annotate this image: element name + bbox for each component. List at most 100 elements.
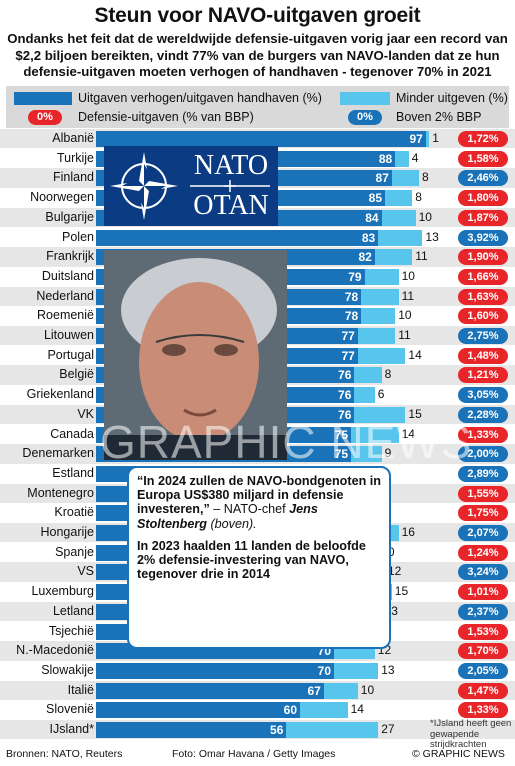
table-row: Slovenië 60 14 1,33%: [0, 700, 515, 719]
country-label: Denemarken: [22, 446, 94, 461]
bar-decrease-value: 10: [401, 268, 415, 283]
quote-fact: In 2023 haalden 11 landen de beloofde 2%…: [137, 538, 366, 582]
bar-increase: [96, 682, 324, 699]
gdp-spending-badge: 1,01%: [458, 584, 508, 601]
gdp-spending-badge: 1,55%: [458, 485, 508, 502]
country-label: Nederland: [36, 288, 94, 303]
country-label: België: [59, 367, 94, 382]
bar-decrease-value: 8: [384, 367, 392, 382]
quote-name: Jens Stoltenberg: [137, 502, 318, 531]
table-row: Slowakije 70 13 2,05%: [0, 661, 515, 680]
footer-sources: Bronnen: NATO, Reuters: [6, 748, 123, 760]
gdp-spending-badge: 3,92%: [458, 229, 508, 246]
bar-increase-value: 75: [334, 447, 348, 462]
quote-name-suffix: (boven).: [210, 516, 257, 531]
legend-above-pill: 0%: [348, 110, 382, 125]
bar-decrease: [391, 170, 419, 187]
legend-bbp-pill: 0%: [28, 110, 62, 125]
country-label: Albanië: [52, 131, 94, 145]
bar-decrease-value: 10: [360, 682, 375, 697]
footnote: *IJsland heeft geen gewapende strijdkrac…: [430, 718, 512, 750]
bar-decrease: [385, 190, 413, 207]
quote-attribution: – NATO-chef: [213, 502, 286, 517]
country-label: Polen: [62, 229, 94, 244]
gdp-spending-badge: 1,58%: [458, 150, 508, 167]
gdp-spending-badge: 3,05%: [458, 387, 508, 404]
country-label: Griekenland: [26, 387, 94, 402]
gdp-spending-badge: 2,28%: [458, 406, 508, 423]
bar-decrease: [300, 702, 348, 719]
bar-decrease-value: 11: [401, 288, 415, 303]
quote-box: “In 2024 zullen de NAVO-bondgenoten in E…: [127, 466, 391, 649]
country-label: Litouwen: [43, 328, 94, 342]
gdp-spending-badge: 2,46%: [458, 170, 508, 187]
gdp-spending-badge: 1,72%: [458, 131, 508, 147]
country-label: Noorwegen: [30, 190, 94, 205]
gdp-spending-badge: 1,53%: [458, 623, 508, 640]
legend: Uitgaven verhogen/uitgaven handhaven (%)…: [6, 86, 509, 128]
bar-decrease-value: 14: [350, 702, 364, 717]
country-label: VS: [77, 564, 94, 579]
country-label: VK: [77, 406, 94, 421]
legend-down-swatch: [340, 92, 390, 105]
bar-decrease-value: 8: [422, 170, 429, 185]
portrait-illustration: [104, 250, 287, 460]
bar-decrease: [381, 209, 416, 226]
country-label: Luxemburg: [31, 584, 94, 599]
bar-increase-value: 82: [358, 250, 372, 265]
bar-decrease-value: 8: [415, 190, 422, 205]
legend-bbp-label: Defensie-uitgaven (% van BBP): [78, 110, 254, 124]
gdp-spending-badge: 1,80%: [458, 190, 508, 207]
bar-increase-value: 88: [378, 151, 393, 166]
bar-decrease: [357, 328, 396, 344]
bar-decrease-value: 14: [408, 347, 422, 362]
country-label: Hongarije: [40, 525, 94, 539]
gdp-spending-badge: 1,60%: [458, 308, 508, 325]
gdp-spending-badge: 2,37%: [458, 603, 508, 620]
bar-increase-value: 70: [317, 663, 331, 678]
nato-logo: NATO OTAN: [104, 146, 278, 226]
bar-increase-value: 83: [361, 230, 376, 245]
gdp-spending-badge: 1,75%: [458, 505, 508, 522]
country-label: Tsjechië: [48, 623, 94, 638]
gdp-spending-badge: 1,66%: [458, 268, 508, 285]
gdp-spending-badge: 1,33%: [458, 702, 508, 719]
country-label: Roemenië: [37, 308, 94, 323]
bar-decrease: [351, 426, 399, 443]
bar-decrease: [323, 682, 358, 699]
portrait-photo: [104, 250, 287, 460]
gdp-spending-badge: 1,33%: [458, 426, 508, 443]
gdp-spending-badge: 2,75%: [458, 328, 508, 344]
bar-decrease-value: 10: [418, 209, 432, 224]
country-label: Finland: [53, 170, 94, 185]
bar-decrease-value: 11: [398, 328, 411, 342]
bar-increase-value: 87: [375, 171, 389, 186]
legend-down-label: Minder uitgeven (%): [396, 91, 508, 105]
bar-decrease-value: 15: [408, 406, 422, 421]
country-label: Kroatië: [54, 505, 94, 520]
country-label: Duitsland: [41, 268, 94, 283]
bar-decrease-value: 10: [398, 308, 412, 323]
gdp-spending-badge: 1,21%: [458, 367, 508, 384]
bar-decrease: [364, 268, 399, 285]
bar-decrease-value: 13: [425, 229, 439, 244]
bar-decrease: [351, 446, 382, 463]
gdp-spending-badge: 1,24%: [458, 544, 508, 561]
country-label: Bulgarije: [45, 209, 94, 224]
bar-decrease: [378, 229, 423, 246]
table-row: Albanië 97 1 1,72%: [0, 129, 515, 149]
gdp-spending-badge: 1,47%: [458, 682, 508, 699]
bar-increase-value: 79: [348, 269, 362, 284]
bar-increase-value: 77: [341, 348, 355, 363]
bar-increase-value: 56: [270, 723, 284, 737]
nato-compass-star-icon: [110, 152, 270, 220]
gdp-spending-badge: 1,63%: [458, 288, 508, 305]
bar-increase: [96, 662, 334, 679]
gdp-spending-badge: 1,70%: [458, 643, 508, 660]
bar-increase-value: 84: [365, 210, 379, 225]
bar-decrease-value: 11: [415, 249, 428, 264]
bar-decrease: [361, 288, 399, 305]
bar-decrease: [395, 150, 409, 167]
country-label: N.-Macedonië: [16, 643, 94, 658]
table-row: Italië 67 10 1,47%: [0, 680, 515, 700]
